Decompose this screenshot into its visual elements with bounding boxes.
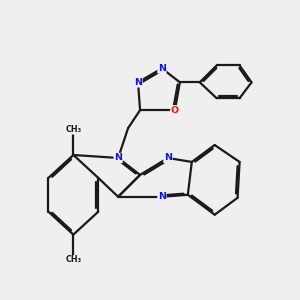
Text: N: N: [158, 192, 166, 201]
Text: N: N: [164, 154, 172, 163]
Text: CH₃: CH₃: [65, 256, 81, 265]
Text: N: N: [114, 154, 122, 163]
Text: O: O: [171, 106, 179, 115]
Text: CH₃: CH₃: [65, 125, 81, 134]
Text: N: N: [158, 64, 166, 73]
Text: N: N: [134, 78, 142, 87]
